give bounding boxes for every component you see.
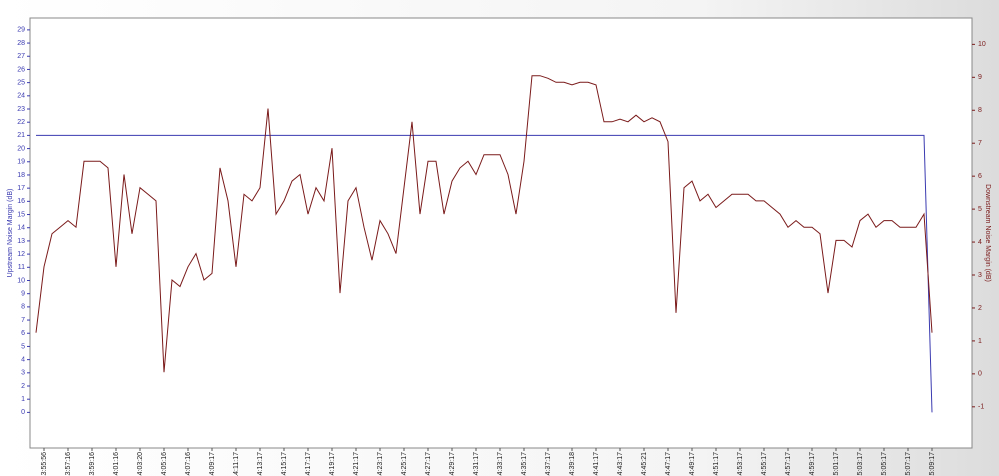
y-tick-label: 26 — [17, 66, 25, 73]
x-tick-label: 14:25:17 — [401, 452, 408, 476]
x-tick-label: 14:45:21 — [641, 452, 648, 476]
x-tick-label: 14:19:17 — [329, 452, 336, 476]
y2-axis-label: Downstream Noise Margin (dB) — [984, 184, 991, 282]
x-tick-label: 14:13:17 — [257, 452, 264, 476]
x-tick-label: 14:41:17 — [593, 452, 600, 476]
x-tick-label: 15:09:17 — [929, 452, 936, 476]
y-tick-label: 8 — [21, 304, 25, 311]
y-tick-label: 4 — [21, 356, 25, 363]
x-tick-label: 14:11:17 — [233, 452, 240, 476]
plot-area — [29, 17, 973, 449]
x-tick-label: 15:05:17 — [881, 452, 888, 476]
x-tick-label: 14:43:17 — [617, 452, 624, 476]
y-tick-label: 9 — [21, 291, 25, 298]
y-tick-label: 5 — [21, 343, 25, 350]
x-tick-label: 14:27:17 — [425, 452, 432, 476]
y-tick-label: 29 — [17, 27, 25, 34]
x-tick-label: 14:07:16 — [185, 452, 192, 476]
x-tick-label: 14:53:17 — [737, 452, 744, 476]
series-line — [36, 134, 933, 413]
x-tick-label: 15:03:17 — [857, 452, 864, 476]
y-tick-label: 22 — [17, 119, 25, 126]
x-tick-label: 13:55:56 — [41, 452, 48, 476]
y2-tick-label: 3 — [978, 272, 982, 279]
x-tick-label: 15:07:17 — [905, 452, 912, 476]
x-tick-label: 14:39:18 — [569, 452, 576, 476]
y-tick-label: 12 — [17, 251, 25, 258]
y2-tick-label: 8 — [978, 107, 982, 114]
y-tick-label: 3 — [21, 370, 25, 377]
x-tick-label: 14:09:17 — [209, 452, 216, 476]
x-tick-label: 14:33:17 — [497, 452, 504, 476]
y2-tick-label: -1 — [978, 404, 984, 411]
y-tick-label: 2 — [21, 383, 25, 390]
y-tick-label: 23 — [17, 106, 25, 113]
y-tick-label: 14 — [17, 225, 25, 232]
x-tick-label: 15:01:17 — [833, 452, 840, 476]
x-tick-label: 14:47:17 — [665, 452, 672, 476]
x-tick-label: 14:55:17 — [761, 452, 768, 476]
y2-tick-label: 0 — [978, 371, 982, 378]
x-tick-label: 14:01:16 — [113, 452, 120, 476]
x-tick-label: 14:03:20 — [137, 452, 144, 476]
x-tick-label: 14:51:17 — [713, 452, 720, 476]
y-tick-label: 13 — [17, 238, 25, 245]
y-tick-label: 17 — [17, 185, 25, 192]
x-tick-label: 14:31:17 — [473, 452, 480, 476]
series-line — [35, 75, 933, 373]
y-tick-label: 24 — [17, 93, 25, 100]
y-tick-label: 15 — [17, 211, 25, 218]
x-tick-label: 14:29:17 — [449, 452, 456, 476]
x-tick-label: 14:17:17 — [305, 452, 312, 476]
x-tick-label: 13:57:16 — [65, 452, 72, 476]
x-tick-label: 14:21:17 — [353, 452, 360, 476]
y2-tick-label: 4 — [978, 239, 982, 246]
y-tick-label: 18 — [17, 172, 25, 179]
x-tick-label: 14:05:16 — [161, 452, 168, 476]
y-tick-label: 16 — [17, 198, 25, 205]
x-tick-label: 14:15:17 — [281, 452, 288, 476]
y-tick-label: 21 — [17, 132, 25, 139]
y2-tick-label: 9 — [978, 74, 982, 81]
x-tick-label: 14:35:17 — [521, 452, 528, 476]
y-tick-label: 25 — [17, 79, 25, 86]
x-tick-label: 13:59:16 — [89, 452, 96, 476]
x-tick-label: 14:23:17 — [377, 452, 384, 476]
y-tick-label: 7 — [21, 317, 25, 324]
y-tick-label: 20 — [17, 145, 25, 152]
x-tick-label: 14:37:17 — [545, 452, 552, 476]
y-tick-label: 1 — [21, 396, 25, 403]
y2-tick-label: 5 — [978, 206, 982, 213]
y-tick-label: 19 — [17, 159, 25, 166]
y2-tick-label: 1 — [978, 338, 982, 345]
y2-tick-label: 2 — [978, 305, 982, 312]
y-tick-label: 27 — [17, 53, 25, 60]
y2-tick-label: 7 — [978, 140, 982, 147]
y-axis-label: Upstream Noise Margin (dB) — [7, 189, 14, 278]
x-tick-label: 14:57:17 — [785, 452, 792, 476]
y2-tick-label: 10 — [978, 41, 986, 48]
x-tick-label: 14:49:17 — [689, 452, 696, 476]
y-tick-label: 10 — [17, 277, 25, 284]
y-tick-label: 6 — [21, 330, 25, 337]
y2-tick-label: 6 — [978, 173, 982, 180]
y-tick-label: 0 — [21, 409, 25, 416]
x-tick-label: 14:59:17 — [809, 452, 816, 476]
y-tick-label: 28 — [17, 40, 25, 47]
y-tick-label: 11 — [18, 264, 25, 271]
